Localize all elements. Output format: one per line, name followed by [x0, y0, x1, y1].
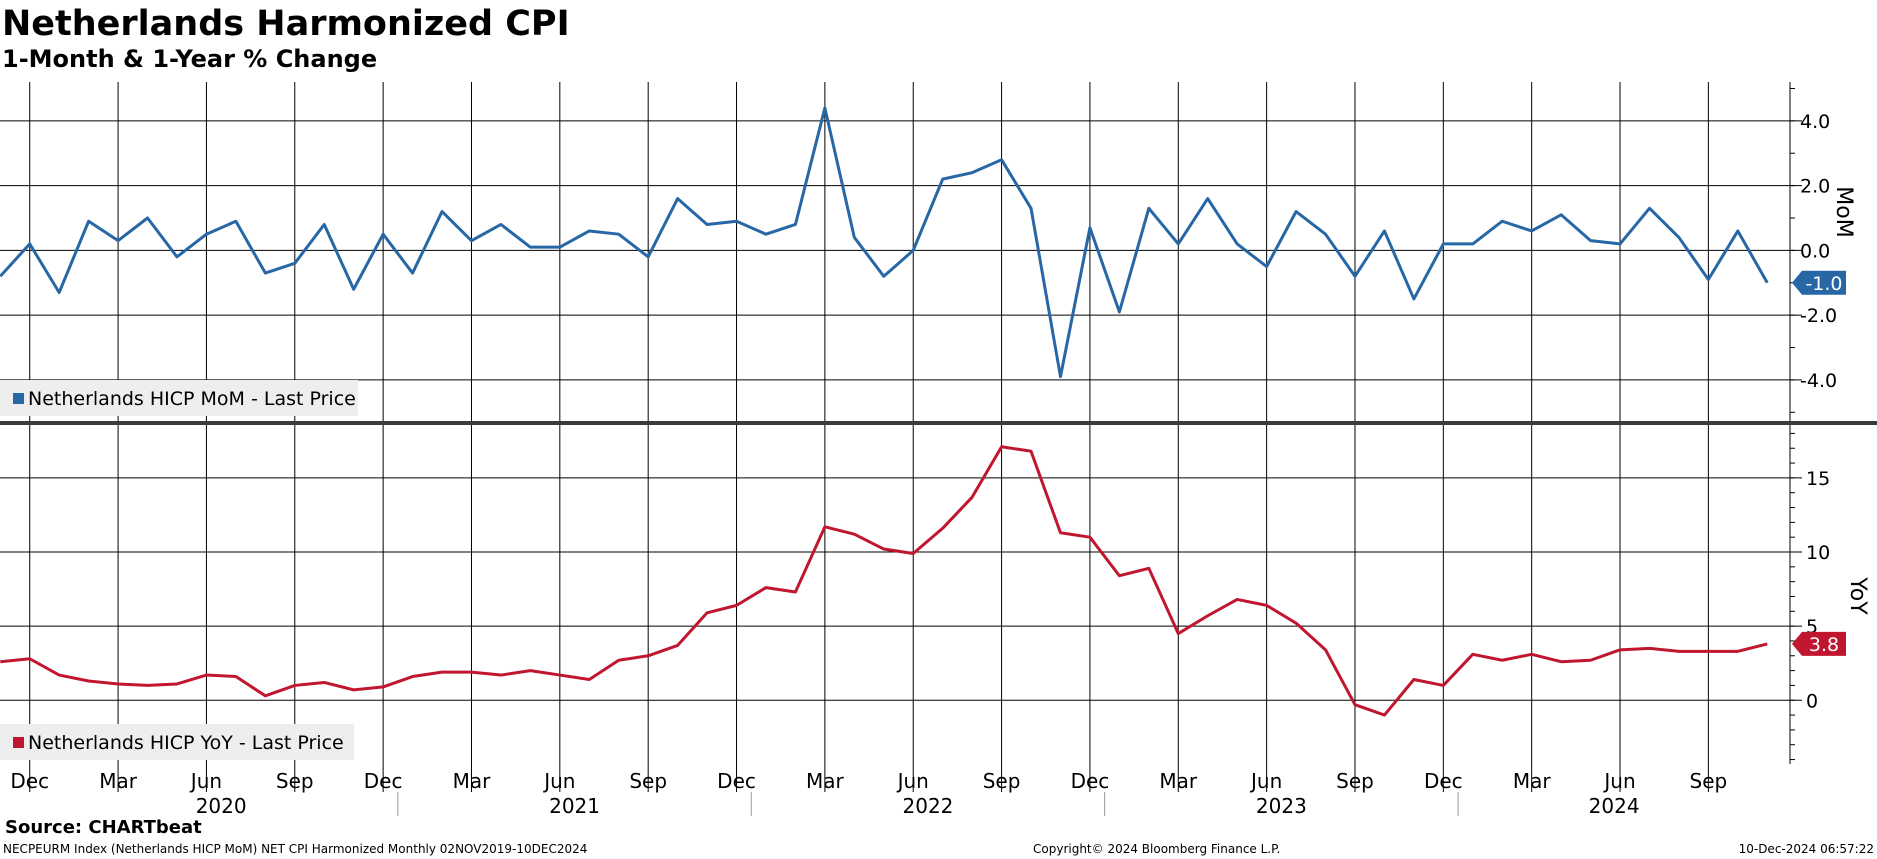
mom-axis-title: MoM: [1831, 186, 1856, 237]
series-description: NECPEURM Index (Netherlands HICP MoM) NE…: [3, 842, 588, 856]
yoy-axis-title: YoY: [1845, 576, 1870, 615]
mom-tick-label: 4.0: [1800, 111, 1830, 133]
chart-title: Netherlands Harmonized CPI: [2, 4, 570, 44]
x-tick-label: Sep: [983, 769, 1021, 793]
x-tick-label: Jun: [896, 769, 929, 793]
x-tick-label: Mar: [1513, 769, 1552, 793]
x-tick-label: Mar: [1159, 769, 1198, 793]
mom-last-value-tag-text: -1.0: [1805, 273, 1842, 295]
legend-layer: Netherlands HICP MoM - Last Price Netherl…: [0, 380, 358, 760]
x-tick-label: Jun: [1249, 769, 1282, 793]
x-tick-label: Sep: [1336, 769, 1374, 793]
x-tick-label: Sep: [1690, 769, 1728, 793]
x-tick-label: Mar: [453, 769, 492, 793]
x-tick-label: Dec: [1424, 769, 1463, 793]
mom-tick-label: -4.0: [1800, 370, 1837, 392]
year-label: 2021: [549, 794, 600, 818]
yoy-tick-label: 0: [1806, 690, 1818, 712]
yoy-series-line: [0, 445, 1768, 717]
x-tick-label: Mar: [99, 769, 138, 793]
year-label: 2022: [903, 794, 954, 818]
x-tick-label: Jun: [542, 769, 575, 793]
yoy-legend-label: Netherlands HICP YoY - Last Price: [28, 732, 344, 754]
yoy-last-value-tag-text: 3.8: [1809, 634, 1839, 656]
yoy-tick-label: 10: [1806, 542, 1830, 564]
mom-series-line: [0, 106, 1769, 379]
x-tick-label: Dec: [717, 769, 756, 793]
mom-tick-label: 0.0: [1800, 240, 1830, 262]
x-tick-label: Sep: [276, 769, 314, 793]
chart-subtitle: 1-Month & 1-Year % Change: [2, 45, 378, 73]
year-label: 2020: [196, 794, 247, 818]
source-label: Source: CHARTbeat: [5, 817, 202, 838]
x-tick-label: Dec: [364, 769, 403, 793]
yoy-last-value-tag: 3.8: [1792, 631, 1846, 656]
yoy-legend-swatch: [13, 737, 24, 748]
grid-layer: [0, 82, 1877, 792]
mom-legend-label: Netherlands HICP MoM - Last Price: [28, 388, 356, 410]
x-tick-label: Mar: [806, 769, 845, 793]
copyright-text: Copyright© 2024 Bloomberg Finance L.P.: [1033, 842, 1281, 856]
mom-legend-swatch: [13, 393, 24, 404]
timestamp-text: 10-Dec-2024 06:57:22: [1738, 842, 1874, 856]
panel-separator: [0, 421, 1877, 425]
x-tick-label: Dec: [10, 769, 49, 793]
mom-last-value-tag: -1.0: [1792, 270, 1846, 295]
yoy-legend: Netherlands HICP YoY - Last Price: [0, 724, 354, 760]
x-tick-label: Jun: [1602, 769, 1635, 793]
mom-legend: Netherlands HICP MoM - Last Price: [0, 380, 358, 416]
yoy-tick-label: 15: [1806, 468, 1830, 490]
mom-tick-label: 2.0: [1800, 176, 1830, 198]
x-tick-label: Sep: [629, 769, 667, 793]
year-label: 2023: [1256, 794, 1307, 818]
series-layer: [0, 106, 1769, 717]
x-tick-label: Dec: [1071, 769, 1110, 793]
x-tick-label: Jun: [189, 769, 222, 793]
year-label: 2024: [1589, 794, 1640, 818]
mom-tick-label: -2.0: [1800, 305, 1837, 327]
